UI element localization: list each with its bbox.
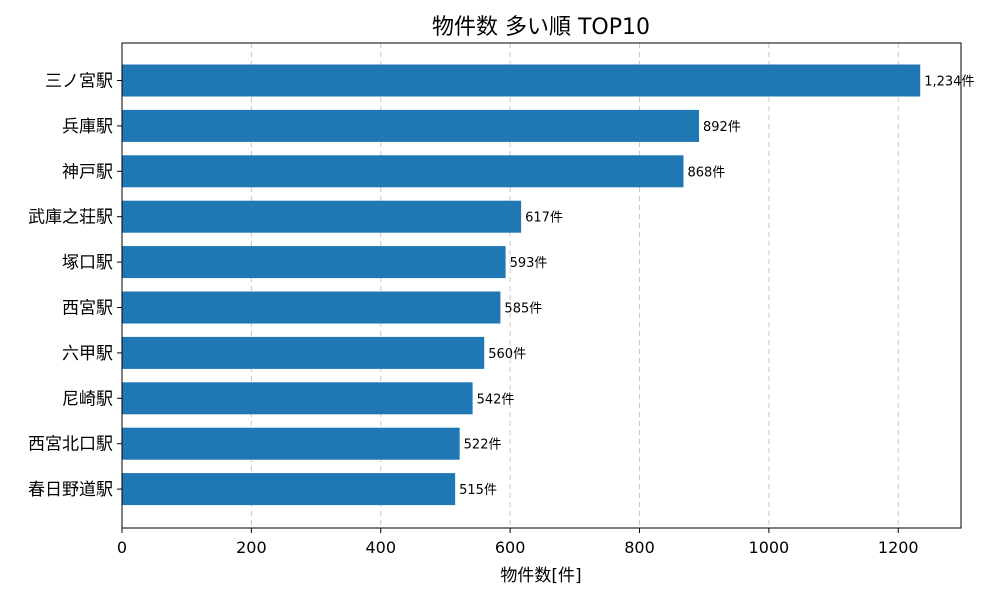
category-label-6: 六甲駅 bbox=[62, 344, 113, 364]
category-label-9: 春日野道駅 bbox=[28, 480, 113, 500]
x-tick-labels: 0 200 400 600 800 1000 1200 bbox=[117, 528, 919, 557]
x-tick-label-600: 600 bbox=[495, 538, 526, 557]
category-label-3: 武庫之荘駅 bbox=[28, 208, 113, 228]
bar-3 bbox=[122, 200, 522, 233]
category-label-4: 塚口駅 bbox=[62, 253, 113, 273]
chart-title: 物件数 多い順 TOP10 bbox=[432, 15, 650, 40]
data-label-3: 617件 bbox=[525, 211, 563, 226]
x-tick-label-400: 400 bbox=[365, 538, 396, 557]
bar-8 bbox=[122, 427, 460, 460]
data-label-4: 593件 bbox=[510, 256, 548, 271]
x-tick-label-1000: 1000 bbox=[749, 538, 790, 557]
data-label-7: 542件 bbox=[477, 392, 515, 407]
data-label-6: 560件 bbox=[488, 347, 526, 362]
bar-5 bbox=[122, 291, 501, 324]
data-label-8: 522件 bbox=[464, 438, 502, 453]
data-labels: 1,234件 892件 868件 617件 593件 585件 560件 542件 522件 51… bbox=[459, 75, 974, 499]
data-label-9: 515件 bbox=[459, 483, 497, 498]
bar-7 bbox=[122, 382, 473, 415]
data-label-5: 585件 bbox=[504, 302, 542, 317]
plot-frame bbox=[121, 42, 962, 529]
bar-9 bbox=[122, 473, 456, 506]
data-label-2: 868件 bbox=[687, 165, 725, 180]
bars bbox=[122, 64, 921, 506]
x-tick-label-800: 800 bbox=[624, 538, 655, 557]
data-label-1: 892件 bbox=[703, 120, 741, 135]
category-label-5: 西宮駅 bbox=[62, 299, 113, 319]
category-label-8: 西宮北口駅 bbox=[28, 435, 113, 455]
bar-6 bbox=[122, 336, 485, 369]
bar-2 bbox=[122, 155, 684, 188]
data-label-0: 1,234件 bbox=[924, 75, 974, 90]
category-label-0: 三ノ宮駅 bbox=[45, 72, 113, 92]
x-axis-label: 物件数[件] bbox=[500, 566, 581, 586]
x-tick-label-200: 200 bbox=[236, 538, 267, 557]
category-label-7: 尼崎駅 bbox=[62, 389, 113, 409]
x-tick-label-1200: 1200 bbox=[878, 538, 919, 557]
bar-4 bbox=[122, 246, 506, 279]
bar-0 bbox=[122, 64, 921, 97]
x-tick-label-0: 0 bbox=[117, 538, 127, 557]
bar-1 bbox=[122, 109, 700, 142]
category-label-1: 兵庫駅 bbox=[62, 117, 113, 137]
category-label-2: 神戸駅 bbox=[62, 162, 113, 182]
